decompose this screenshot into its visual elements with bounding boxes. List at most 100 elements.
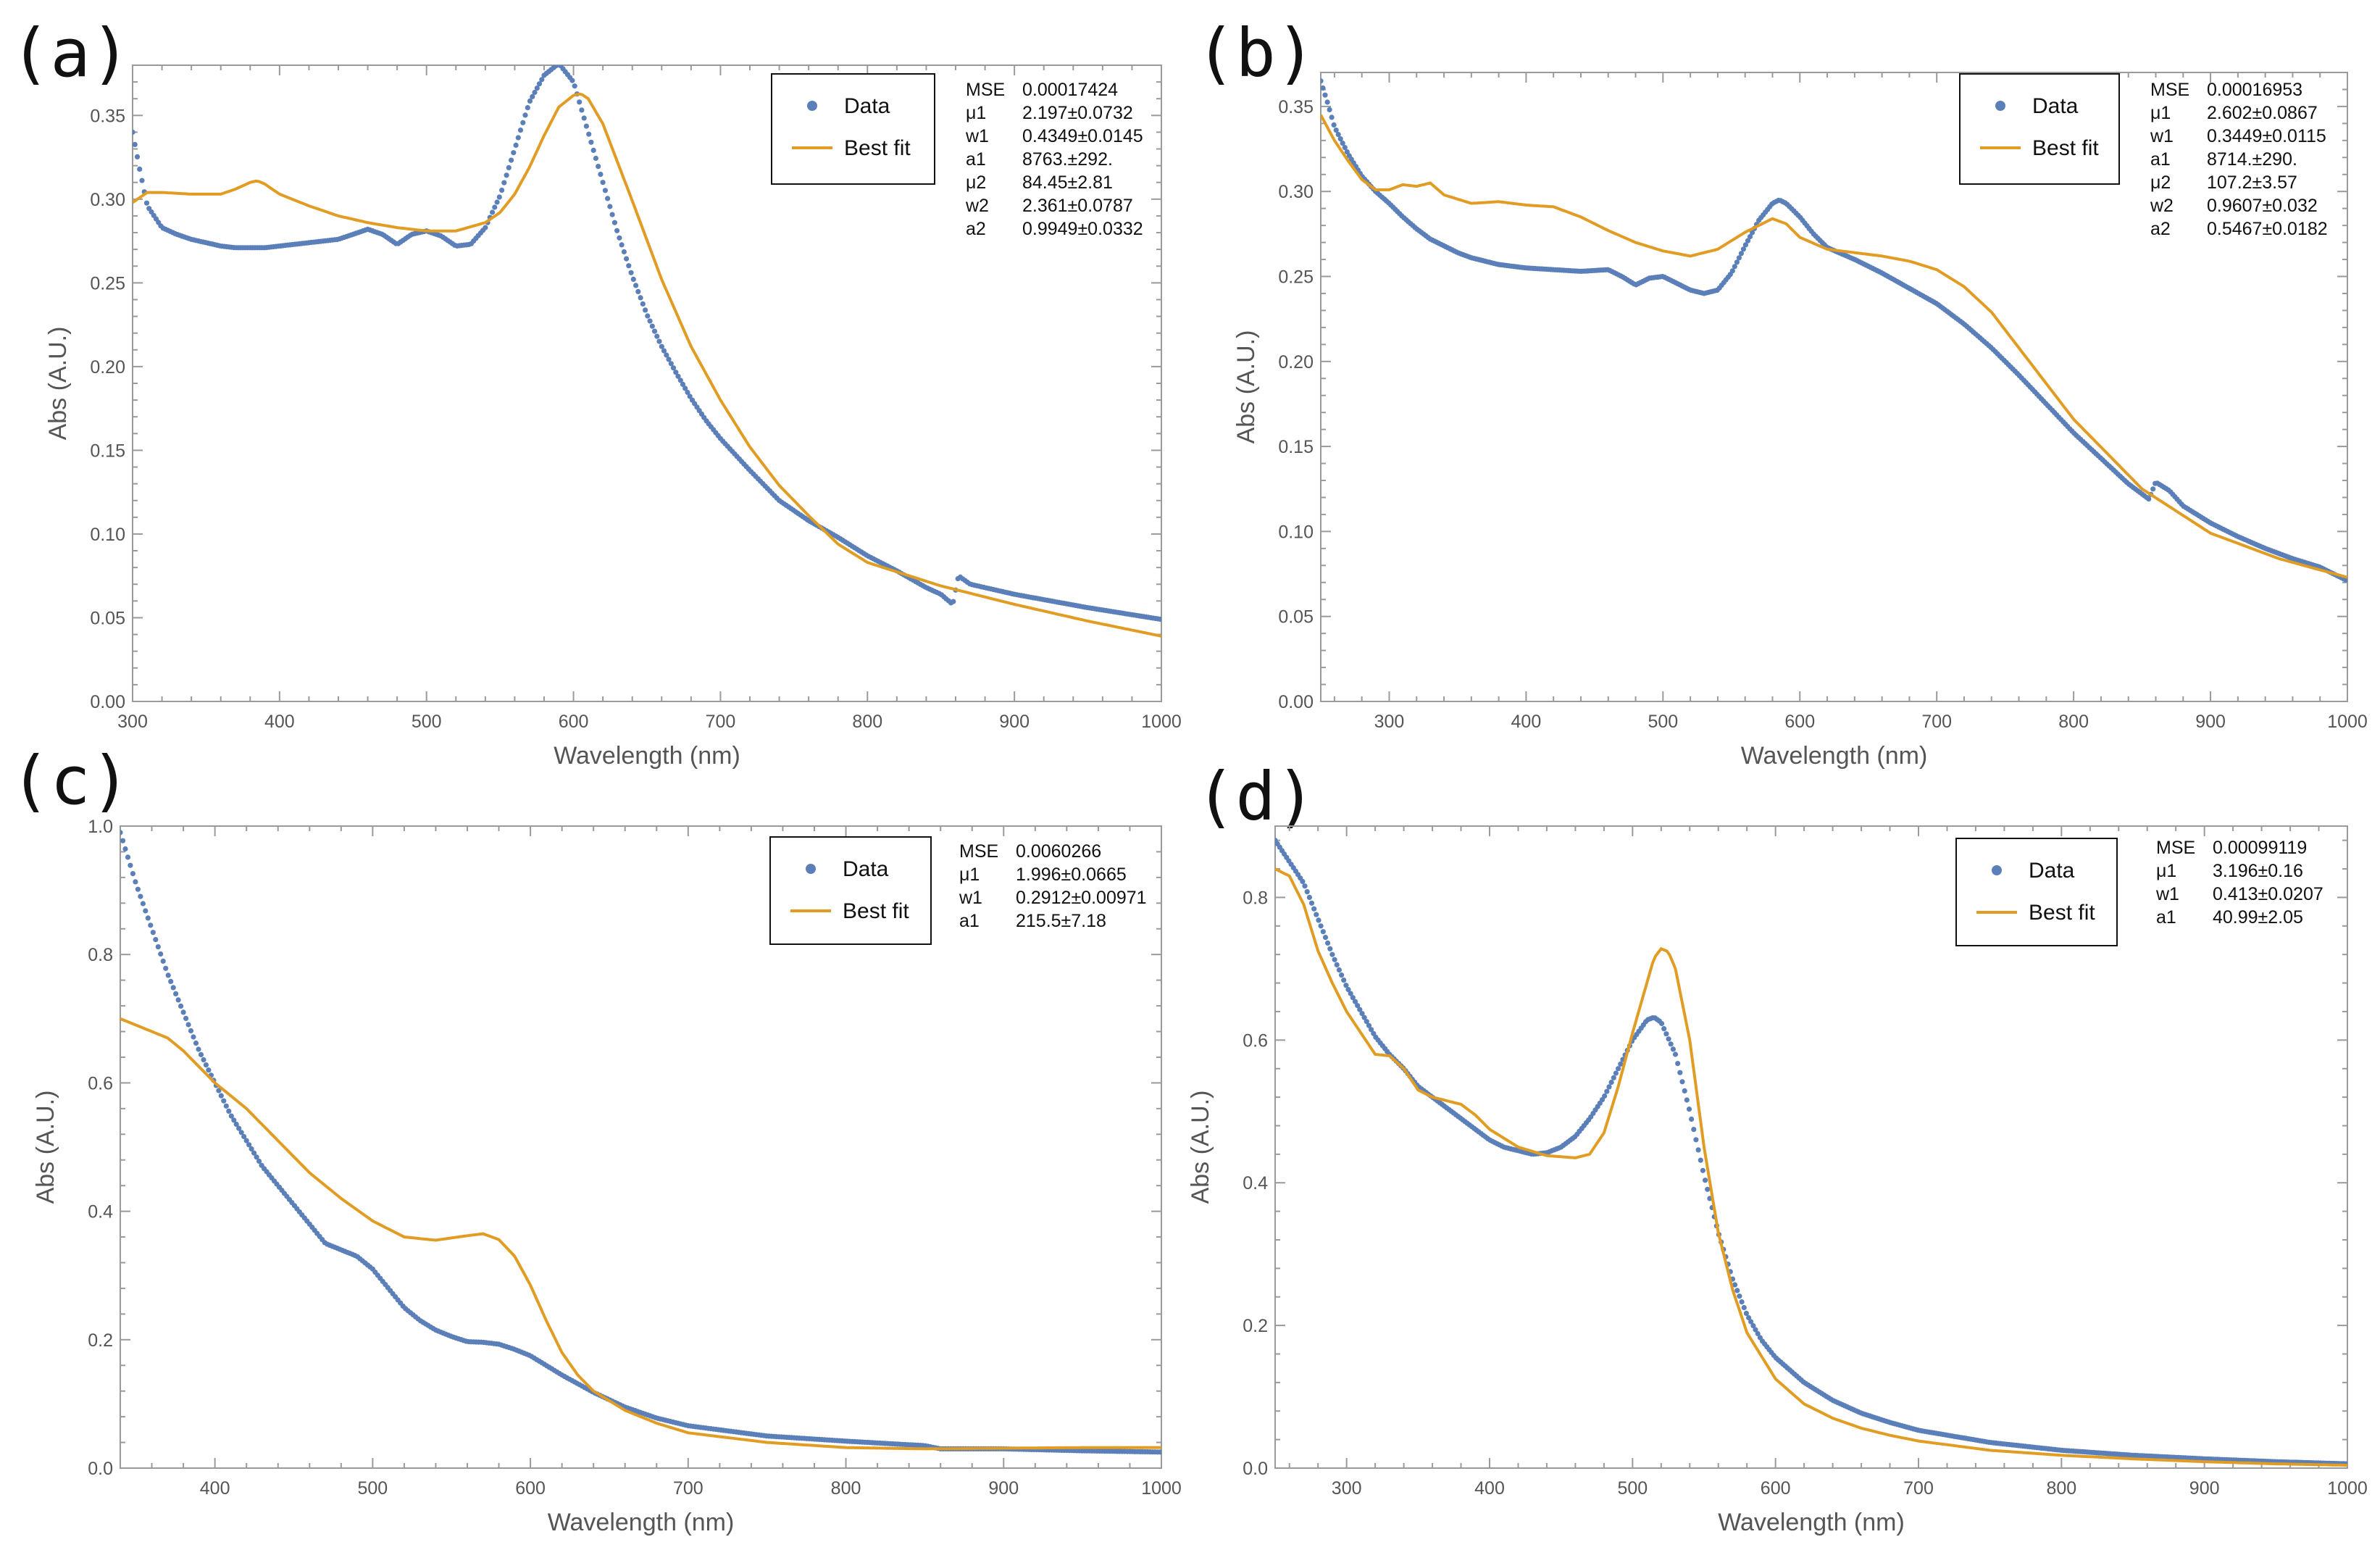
data-point: [1308, 900, 1315, 906]
data-point: [626, 263, 632, 269]
data-point: [193, 1040, 199, 1046]
data-point: [1677, 1070, 1683, 1075]
data-point: [216, 1088, 222, 1093]
data-point: [1300, 878, 1306, 884]
data-point: [201, 1057, 206, 1063]
y-tick-label: 0.0: [1243, 1459, 1268, 1479]
panel-label-c: (c): [10, 742, 131, 820]
y-tick-label: 0.6: [88, 1073, 113, 1093]
data-point: [241, 1133, 247, 1140]
data-series: [120, 830, 1161, 1455]
y-tick-label: 0.05: [1278, 607, 1314, 628]
data-point: [1703, 1178, 1708, 1183]
data-point: [1732, 1282, 1738, 1288]
x-axis-title: Wavelength (nm): [554, 742, 740, 770]
stat-value: 1.996±0.0665: [1016, 864, 1127, 885]
legend-fit-label: Best fit: [2032, 136, 2099, 160]
stat-value: 0.9949±0.0332: [1022, 219, 1143, 239]
data-point: [1732, 264, 1737, 270]
data-point: [496, 194, 502, 200]
stat-value: 0.413±0.0207: [2213, 884, 2323, 904]
data-point: [583, 123, 590, 129]
data-point: [670, 365, 677, 371]
data-point: [1340, 141, 1345, 146]
stat-value: 0.3449±0.0115: [2207, 126, 2326, 146]
data-point: [1616, 1066, 1621, 1072]
x-tick-label: 300: [1332, 1478, 1362, 1499]
data-point: [645, 313, 651, 319]
stat-name: a1: [2150, 149, 2171, 170]
data-point: [191, 1034, 196, 1040]
x-tick-label: 900: [988, 1478, 1019, 1499]
data-point: [581, 115, 587, 121]
plot-frame: [132, 64, 1162, 702]
x-tick-label: 800: [852, 712, 882, 732]
stat-name: a1: [959, 911, 980, 931]
y-tick-label: 0.4: [1243, 1173, 1268, 1193]
x-tick-label: 500: [1617, 1478, 1648, 1499]
data-point: [137, 166, 143, 172]
stat-value: 8714.±290.: [2207, 149, 2297, 170]
y-tick-label: 0.30: [90, 190, 125, 210]
data-point: [1366, 1022, 1372, 1028]
stat-name: μ2: [966, 172, 986, 193]
x-tick-label: 700: [1921, 712, 1952, 732]
y-tick-label: 1.0: [88, 817, 113, 837]
data-point: [231, 1117, 237, 1123]
x-tick-label: 800: [2058, 712, 2089, 732]
stat-value: 40.99±2.05: [2213, 907, 2303, 928]
x-tick-label: 1000: [2327, 1478, 2368, 1499]
data-point: [218, 1093, 224, 1099]
data-point: [1327, 946, 1333, 951]
y-tick-label: 0.4: [88, 1202, 113, 1222]
y-tick-label: 0.2: [1243, 1316, 1268, 1336]
data-point: [633, 283, 639, 288]
data-point: [206, 1067, 212, 1073]
data-point: [1666, 1036, 1671, 1042]
data-point: [579, 107, 585, 113]
y-tick-label: 0.2: [88, 1330, 113, 1351]
data-point: [221, 1098, 227, 1104]
data-point: [185, 1022, 191, 1028]
data-point: [1327, 107, 1332, 112]
stat-value: 3.196±0.16: [2213, 861, 2303, 881]
stat-name: μ1: [959, 864, 980, 885]
data-point: [1670, 1046, 1676, 1052]
best-fit-line: [1275, 867, 2347, 1467]
x-tick-label: 400: [1474, 1478, 1505, 1499]
data-point: [243, 1138, 249, 1143]
data-point: [1749, 230, 1755, 236]
data-point: [1700, 1167, 1705, 1173]
data-point: [143, 200, 150, 206]
x-tick-label: 1000: [1141, 1478, 1182, 1499]
data-point: [661, 348, 667, 354]
data-point: [1618, 1061, 1624, 1067]
data-point: [158, 951, 164, 957]
data-point: [196, 1046, 201, 1052]
y-tick-label: 0.35: [90, 106, 125, 126]
data-point: [1345, 987, 1351, 993]
data-point: [1339, 972, 1345, 978]
data-point: [160, 958, 166, 964]
data-point: [120, 830, 123, 836]
y-axis-title: Abs (A.U.): [32, 1091, 59, 1204]
y-tick-label: 0.35: [1278, 97, 1314, 117]
stat-name: a1: [966, 149, 986, 170]
data-point: [640, 301, 646, 307]
data-point: [1350, 995, 1356, 1001]
data-point: [1746, 1314, 1752, 1321]
x-tick-label: 500: [412, 712, 442, 732]
legend-box: [1959, 73, 2120, 185]
best-fit-line: [1321, 114, 2347, 579]
data-point: [643, 307, 648, 313]
data-point: [624, 256, 630, 262]
data-point: [178, 1003, 184, 1009]
data-point: [664, 352, 669, 358]
data-point: [153, 937, 159, 943]
data-point: [143, 908, 149, 914]
data-point: [1661, 1026, 1667, 1032]
legend-data-label: Data: [843, 857, 889, 881]
data-point: [600, 180, 606, 186]
data-point: [520, 120, 526, 125]
